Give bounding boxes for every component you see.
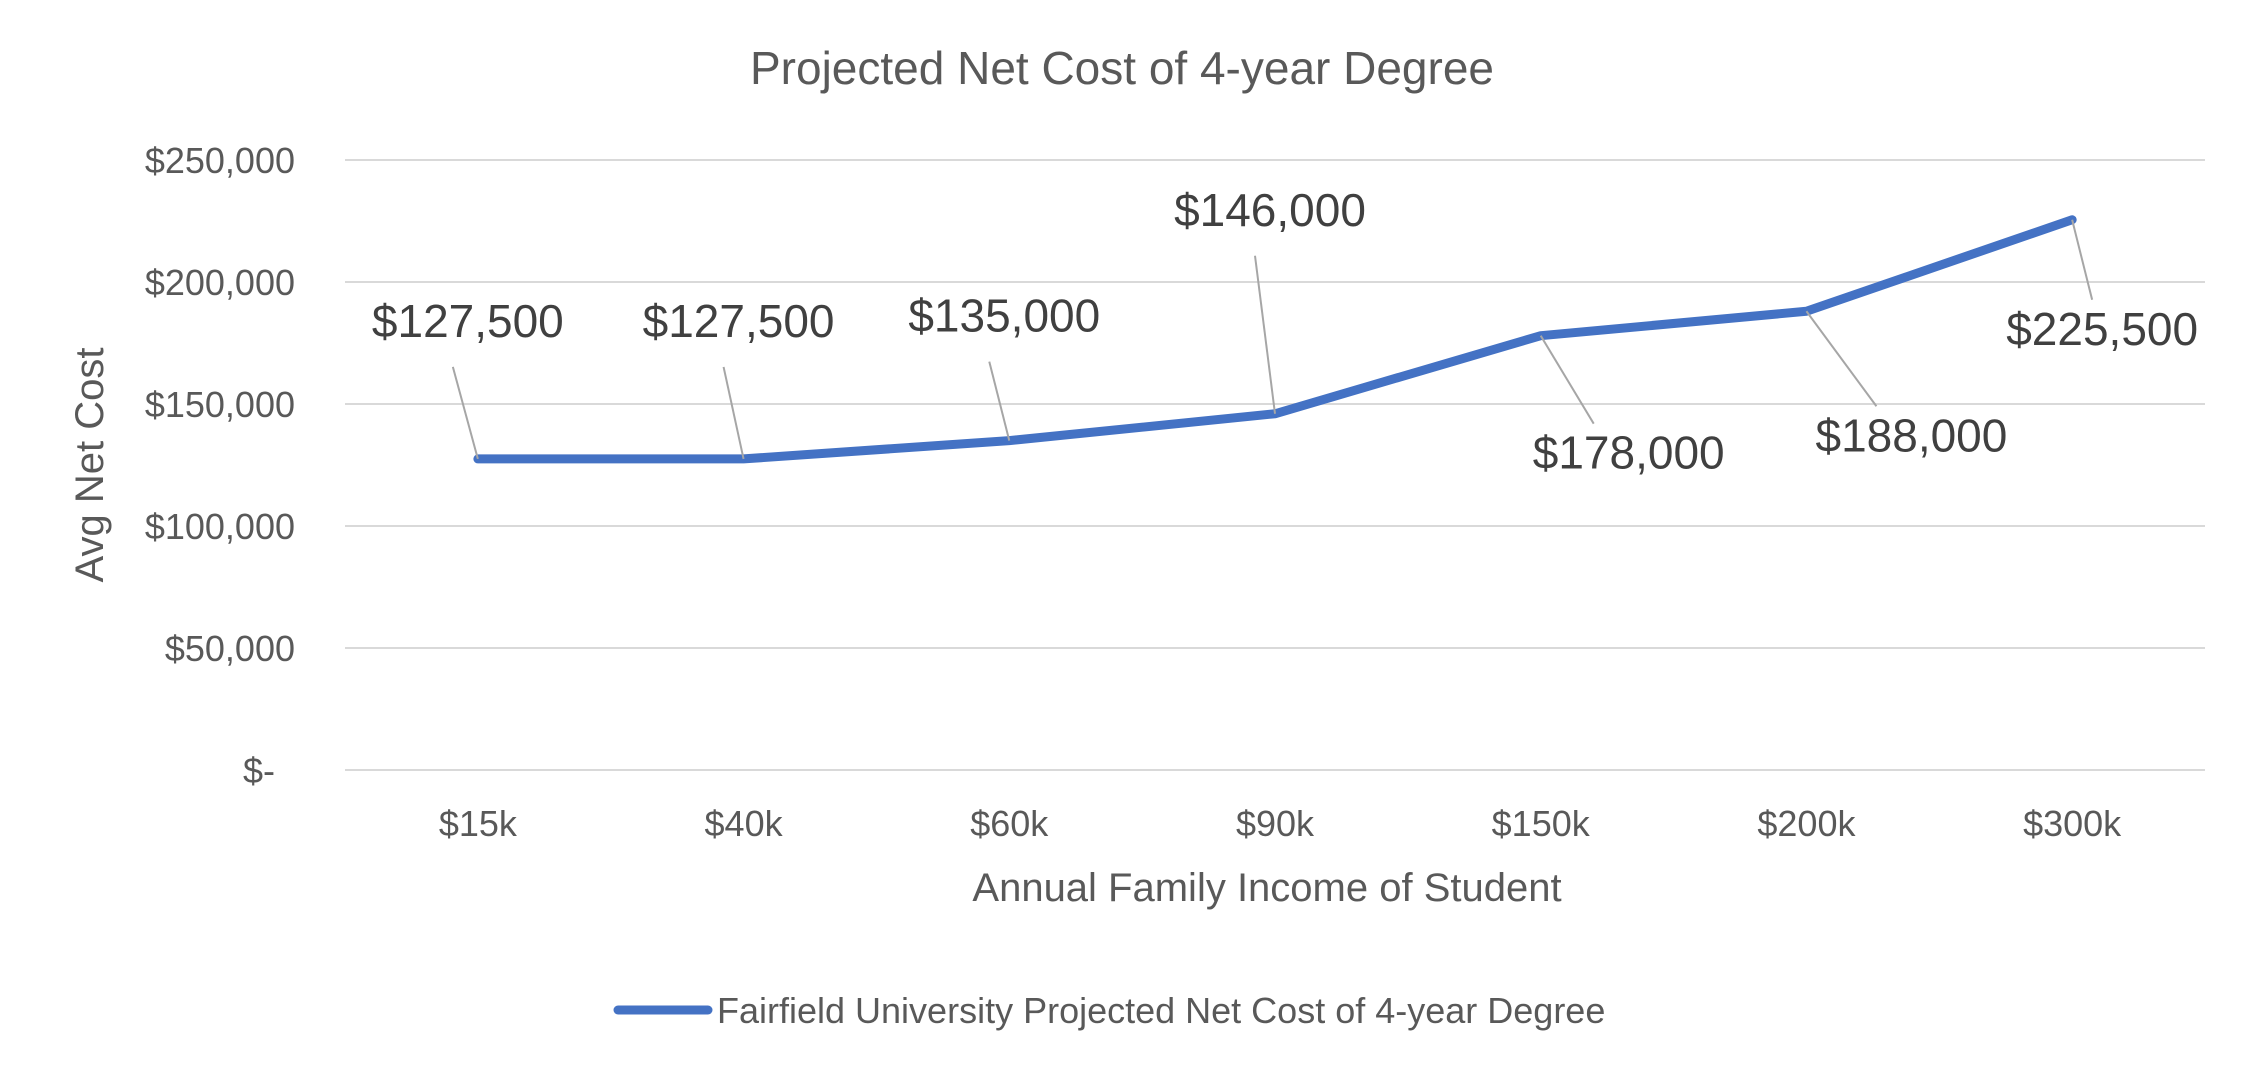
x-tick-label: $90k: [1236, 803, 1315, 844]
data-label-leader: [2071, 219, 2094, 301]
data-label: $178,000: [1533, 427, 1725, 479]
data-label-leader: [988, 361, 1011, 441]
y-tick-label: $250,000: [145, 140, 295, 181]
data-label: $135,000: [908, 290, 1100, 342]
data-label: $127,500: [372, 295, 564, 347]
data-label-leader: [451, 366, 479, 460]
y-tick-label: $200,000: [145, 262, 295, 303]
x-axis-tick-labels: $15k $40k $60k $90k $150k $200k $300k: [439, 803, 2122, 844]
data-label-leader: [722, 366, 745, 460]
y-tick-label: $100,000: [145, 506, 295, 547]
data-label-leader: [1254, 255, 1276, 414]
y-tick-label: $50,000: [165, 628, 295, 669]
x-axis-title: Annual Family Income of Student: [972, 866, 1561, 910]
x-tick-label: $60k: [970, 803, 1049, 844]
x-tick-label: $300k: [2023, 803, 2122, 844]
y-tick-label: $-: [243, 750, 275, 791]
y-tick-label: $150,000: [145, 384, 295, 425]
x-tick-label: $150k: [1492, 803, 1591, 844]
legend-label: Fairfield University Projected Net Cost …: [717, 990, 1605, 1031]
data-label-leader: [1805, 310, 1878, 407]
x-tick-label: $40k: [705, 803, 784, 844]
data-label: $225,500: [2006, 303, 2198, 355]
legend: Fairfield University Projected Net Cost …: [613, 990, 1605, 1031]
data-label: $146,000: [1174, 184, 1366, 236]
data-label: $127,500: [643, 295, 835, 347]
data-label: $188,000: [1815, 409, 2007, 461]
x-tick-label: $200k: [1757, 803, 1856, 844]
y-axis-tick-labels: $- $50,000 $100,000 $150,000 $200,000 $250,00…: [145, 140, 295, 791]
data-labels: $127,500 $127,500 $135,000 $146,000 $178,000…: [372, 184, 2198, 479]
gridlines: [345, 159, 2205, 771]
chart-title: Projected Net Cost of 4-year Degree: [750, 42, 1494, 94]
y-axis-title: Avg Net Cost: [68, 348, 112, 583]
data-label-leader: [1539, 335, 1595, 425]
x-tick-label: $15k: [439, 803, 518, 844]
